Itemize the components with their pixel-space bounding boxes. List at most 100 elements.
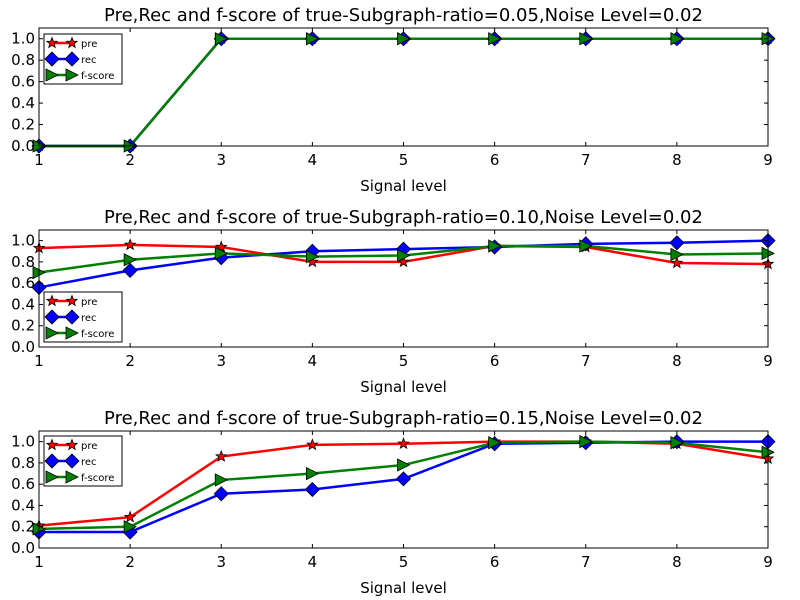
data-point-pre xyxy=(306,438,319,451)
data-point-f-score xyxy=(670,32,684,46)
x-axis-label: Signal level xyxy=(360,579,447,597)
chart-panel-3: Pre,Rec and f-score of true-Subgraph-rat… xyxy=(11,408,776,597)
x-tick-label: 9 xyxy=(763,553,773,571)
legend-marker-pre xyxy=(65,438,79,451)
chart-panel-1: Pre,Rec and f-score of true-Subgraph-rat… xyxy=(11,5,776,195)
x-tick-label: 6 xyxy=(490,553,500,571)
y-tick-label: 0.8 xyxy=(11,51,35,69)
y-tick-label: 0.0 xyxy=(11,539,35,557)
y-tick-label: 0.2 xyxy=(11,317,35,335)
x-tick-label: 8 xyxy=(672,553,682,571)
x-tick-label: 5 xyxy=(399,151,409,169)
legend-label-f-score: f-score xyxy=(81,71,114,82)
legend-marker-rec xyxy=(44,453,60,469)
legend-marker-f-score xyxy=(45,68,59,82)
legend-marker-f-score xyxy=(45,470,59,484)
data-point-f-score xyxy=(670,247,684,262)
chart-panel-2: Pre,Rec and f-score of true-Subgraph-rat… xyxy=(11,207,776,396)
data-point-pre xyxy=(214,240,228,253)
chart-title: Pre,Rec and f-score of true-Subgraph-rat… xyxy=(104,408,703,429)
legend-label-f-score: f-score xyxy=(81,473,114,484)
y-tick-label: 0.2 xyxy=(11,518,35,536)
data-point-rec xyxy=(395,471,412,487)
x-tick-label: 7 xyxy=(581,151,591,169)
x-tick-label: 7 xyxy=(581,553,591,571)
legend-label-pre: pre xyxy=(81,39,97,50)
x-tick-label: 3 xyxy=(216,352,226,370)
x-tick-label: 6 xyxy=(490,352,500,370)
data-point-pre xyxy=(397,437,410,450)
data-point-f-score xyxy=(579,239,593,253)
x-tick-label: 9 xyxy=(763,352,773,370)
legend-label-rec: rec xyxy=(81,55,97,66)
legend-marker-f-score xyxy=(65,326,79,340)
y-tick-label: 0.2 xyxy=(11,116,35,134)
legend-label-pre: pre xyxy=(81,297,97,308)
x-tick-label: 1 xyxy=(34,553,44,571)
data-point-f-score xyxy=(397,248,411,263)
x-tick-label: 8 xyxy=(672,352,682,370)
x-tick-label: 5 xyxy=(399,352,409,370)
legend-marker-pre xyxy=(65,294,79,307)
y-tick-label: 0.4 xyxy=(11,295,35,313)
data-point-f-score xyxy=(488,32,502,46)
y-tick-label: 0.8 xyxy=(11,454,35,472)
legend-marker-pre xyxy=(45,36,59,49)
y-tick-label: 0.4 xyxy=(11,496,35,514)
x-tick-label: 7 xyxy=(581,352,591,370)
legend-label-f-score: f-score xyxy=(81,329,114,340)
legend-marker-rec xyxy=(44,51,60,67)
data-point-f-score xyxy=(123,253,138,267)
data-point-f-score xyxy=(305,466,320,481)
legend-marker-rec xyxy=(64,453,80,469)
x-tick-label: 2 xyxy=(125,151,135,169)
legend-label-rec: rec xyxy=(81,313,97,324)
plot-area xyxy=(39,431,768,548)
y-tick-label: 0.6 xyxy=(11,274,35,292)
data-point-rec xyxy=(304,481,320,498)
data-point-f-score xyxy=(488,436,502,450)
legend-marker-f-score xyxy=(45,326,59,340)
x-tick-label: 3 xyxy=(216,553,226,571)
y-tick-label: 0.0 xyxy=(11,137,35,155)
x-tick-label: 4 xyxy=(308,553,318,571)
x-tick-label: 4 xyxy=(308,352,318,370)
y-tick-label: 1.0 xyxy=(11,30,35,48)
y-tick-label: 0.4 xyxy=(11,94,35,112)
data-point-rec xyxy=(669,235,685,251)
x-tick-label: 3 xyxy=(216,151,226,169)
data-point-f-score xyxy=(123,520,138,534)
y-tick-label: 0.8 xyxy=(11,253,35,271)
x-tick-label: 4 xyxy=(308,151,318,169)
data-point-f-score xyxy=(579,434,593,449)
data-point-rec xyxy=(122,262,138,278)
data-point-f-score xyxy=(579,32,593,46)
x-axis-label: Signal level xyxy=(360,378,447,396)
x-tick-label: 6 xyxy=(490,151,500,169)
x-tick-label: 8 xyxy=(672,151,682,169)
y-tick-label: 0.0 xyxy=(11,338,35,356)
data-point-f-score xyxy=(214,32,229,46)
data-point-f-score xyxy=(397,32,411,46)
x-tick-label: 5 xyxy=(399,553,409,571)
x-tick-label: 2 xyxy=(125,553,135,571)
y-tick-label: 0.6 xyxy=(11,73,35,91)
data-point-f-score xyxy=(214,246,229,261)
data-point-pre xyxy=(123,510,137,523)
legend-marker-rec xyxy=(64,51,80,67)
y-tick-label: 1.0 xyxy=(11,433,35,451)
y-tick-label: 0.6 xyxy=(11,475,35,493)
data-point-f-score xyxy=(397,458,411,472)
legend-marker-pre xyxy=(45,438,59,451)
x-axis-label: Signal level xyxy=(360,177,447,195)
legend-marker-f-score xyxy=(65,68,79,82)
legend: pre rec f-score xyxy=(43,435,123,487)
plot-area xyxy=(39,28,768,146)
data-point-pre xyxy=(670,256,684,269)
data-point-f-score xyxy=(214,473,229,487)
data-point-f-score xyxy=(305,249,320,264)
y-tick-label: 1.0 xyxy=(11,232,35,250)
data-point-f-score xyxy=(488,239,502,253)
legend-marker-pre xyxy=(45,294,59,307)
